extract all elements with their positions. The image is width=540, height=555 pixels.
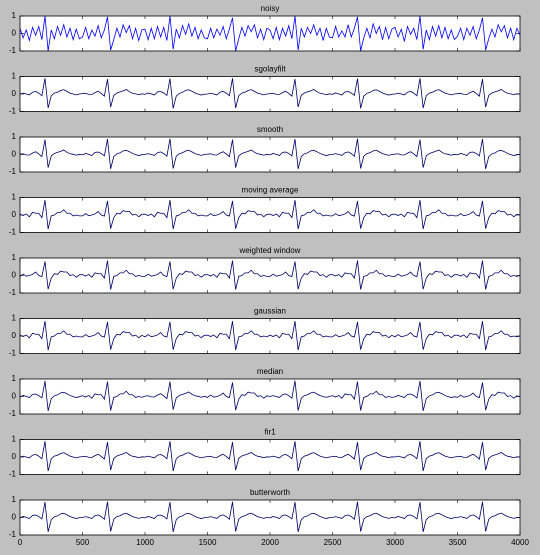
- axes-frame: [19, 439, 521, 475]
- y-tick-label: 0: [12, 29, 17, 38]
- y-tick-label: 1: [12, 11, 17, 20]
- axes-background: [20, 197, 520, 233]
- x-tick-label: 0: [18, 538, 23, 547]
- y-tick-label: 1: [12, 374, 17, 383]
- y-tick-label: 1: [12, 435, 17, 444]
- y-tick-label: -1: [9, 46, 17, 55]
- subplot-title: moving average: [242, 186, 299, 195]
- y-tick-label: 0: [12, 271, 17, 280]
- axes-frame: [19, 318, 521, 354]
- signal-line: [19, 260, 521, 290]
- subplot-title: weighted window: [239, 246, 301, 255]
- x-tick-label: 3500: [449, 538, 467, 547]
- y-tick-label: -1: [9, 288, 17, 297]
- subplot-title: smooth: [257, 125, 283, 134]
- y-tick-label: 1: [12, 253, 17, 262]
- y-tick-label: 1: [12, 495, 17, 504]
- axes-frame: [19, 197, 521, 233]
- axes-frame: [19, 499, 521, 536]
- y-tick-label: 0: [12, 452, 17, 461]
- signal-line: [19, 501, 520, 532]
- y-tick-label: 0: [12, 210, 17, 219]
- axes-background: [20, 318, 520, 354]
- subplot-title: fir1: [264, 428, 276, 437]
- y-tick-label: 0: [12, 331, 17, 340]
- y-tick-label: -1: [9, 228, 17, 237]
- y-tick-label: 0: [12, 513, 17, 522]
- signal-line: [19, 138, 521, 169]
- x-tick-label: 1000: [136, 538, 154, 547]
- y-tick-label: 1: [12, 314, 17, 323]
- subplot-title: sgolayfilt: [254, 65, 286, 74]
- signal-line: [19, 321, 521, 351]
- y-tick-label: 1: [12, 132, 17, 141]
- x-tick-label: 2000: [261, 538, 279, 547]
- y-tick-label: -1: [9, 530, 17, 539]
- axes-frame: [19, 257, 521, 294]
- subplot-title: butterworth: [250, 488, 290, 497]
- x-tick-label: 2500: [324, 538, 342, 547]
- signal-line: [19, 15, 521, 52]
- axes-frame: [19, 378, 521, 415]
- subplot-title: gaussian: [254, 307, 286, 316]
- signal-line: [19, 200, 521, 230]
- y-tick-label: 0: [12, 150, 17, 159]
- y-tick-label: 1: [12, 193, 17, 202]
- y-tick-label: 1: [12, 72, 17, 81]
- x-tick-label: 4000: [511, 538, 529, 547]
- axes-background: [20, 16, 520, 51]
- y-tick-label: -1: [9, 409, 17, 418]
- signal-line: [19, 441, 521, 472]
- x-tick-label: 3000: [386, 538, 404, 547]
- axes-background: [20, 258, 520, 293]
- y-tick-label: -1: [9, 349, 17, 358]
- subplot-title: median: [257, 367, 283, 376]
- subplot-title: noisy: [261, 4, 280, 13]
- signal-line: [19, 78, 521, 109]
- y-tick-label: 0: [12, 392, 17, 401]
- y-tick-label: -1: [9, 470, 17, 479]
- x-tick-label: 1500: [199, 538, 217, 547]
- signal-line: [19, 380, 521, 411]
- y-tick-label: 0: [12, 89, 17, 98]
- y-tick-label: -1: [9, 167, 17, 176]
- x-tick-label: 500: [76, 538, 90, 547]
- axes-frame: [19, 76, 521, 112]
- y-tick-label: -1: [9, 107, 17, 116]
- axes-frame: [19, 15, 521, 52]
- axes-frame: [19, 136, 521, 173]
